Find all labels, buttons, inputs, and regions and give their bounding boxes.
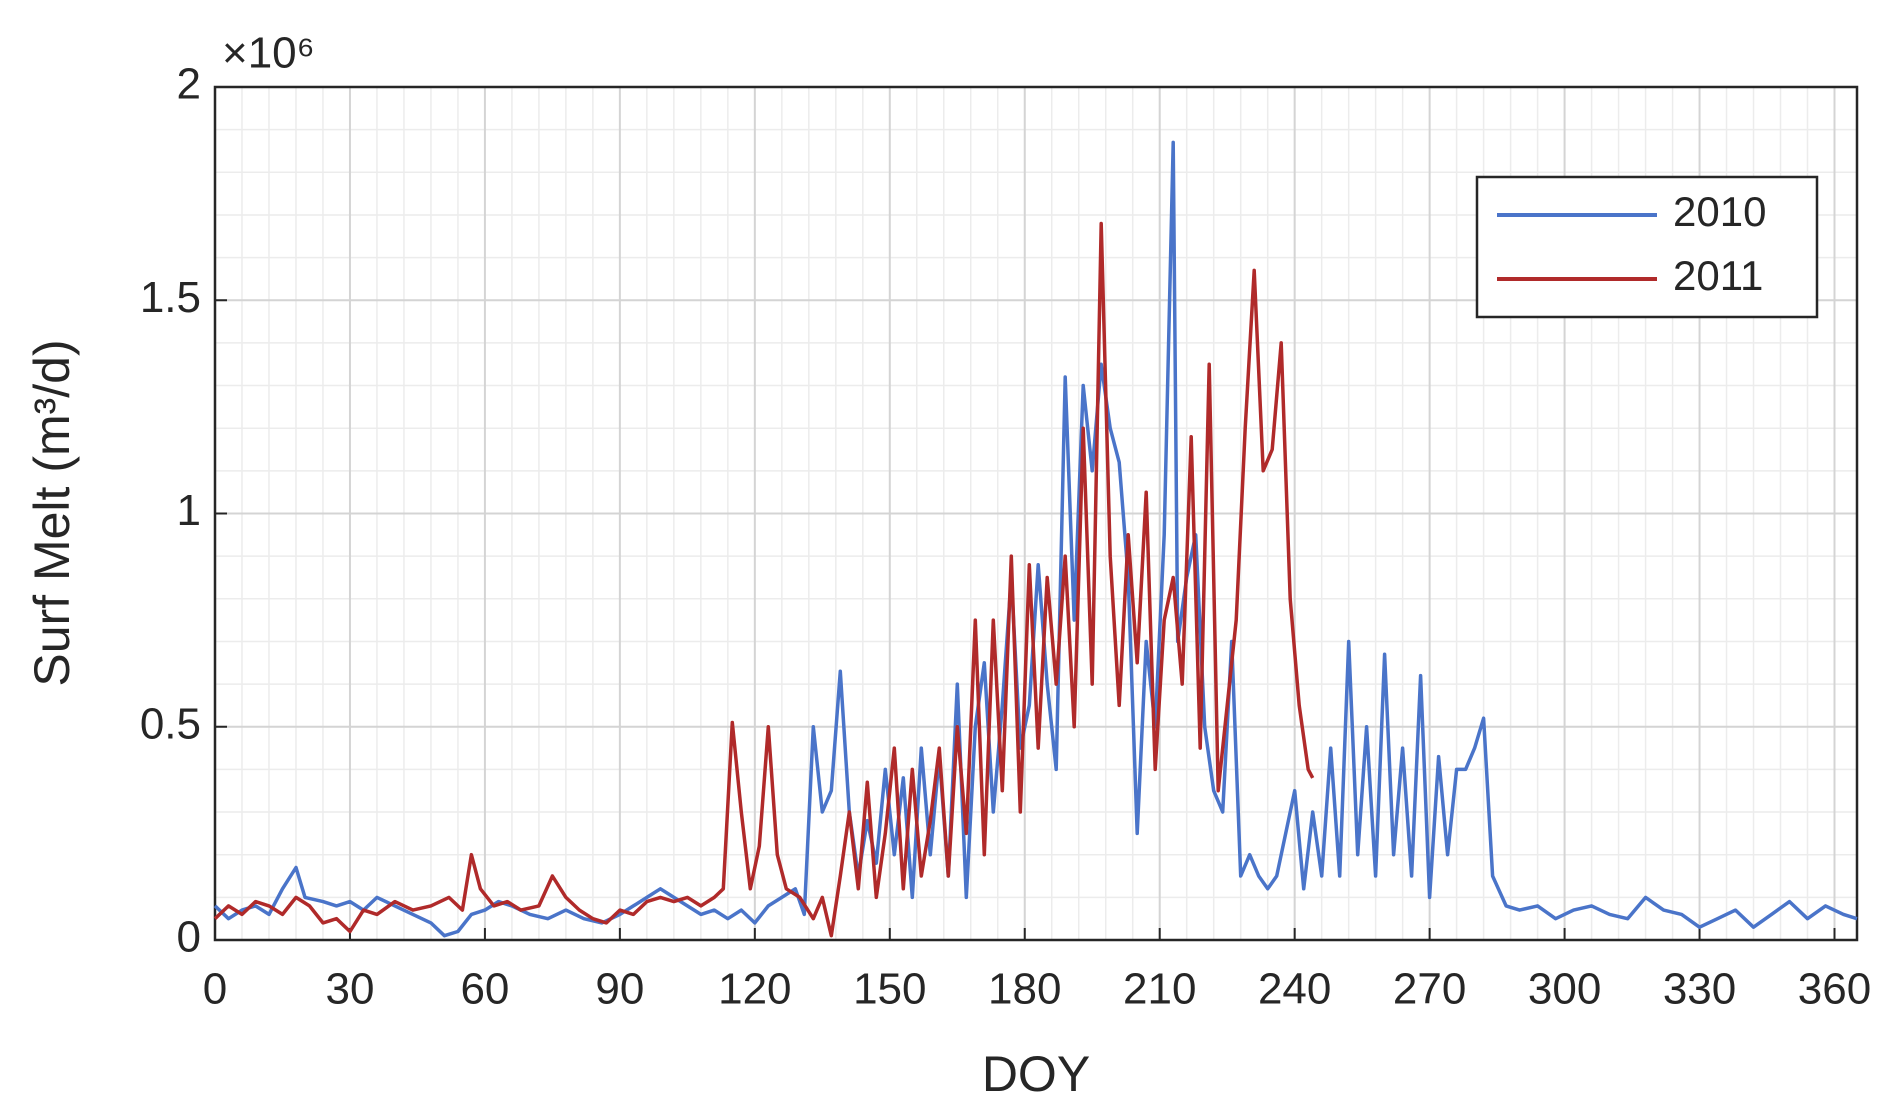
series-line bbox=[213, 221, 1315, 938]
y-tick-label: 1 bbox=[177, 486, 201, 535]
y-tick-label: 1.5 bbox=[140, 273, 201, 322]
plot-frame bbox=[213, 85, 1859, 942]
x-axis-label: DOY bbox=[982, 1046, 1090, 1102]
x-tick-label: 360 bbox=[1798, 965, 1871, 1014]
x-tick-label: 120 bbox=[718, 965, 791, 1014]
x-tick-label: 90 bbox=[595, 965, 644, 1014]
legend-box bbox=[1475, 175, 1819, 319]
x-tick-label: 300 bbox=[1528, 965, 1601, 1014]
legend-label: 2010 bbox=[1673, 188, 1766, 235]
y-multiplier: ×10⁶ bbox=[222, 29, 315, 78]
y-axis-label: Surf Melt (m³/d) bbox=[24, 339, 80, 686]
x-tick-label: 330 bbox=[1663, 965, 1736, 1014]
x-tick-label: 150 bbox=[853, 965, 926, 1014]
y-tick-label: 2 bbox=[177, 60, 201, 109]
x-tick-label: 240 bbox=[1258, 965, 1331, 1014]
y-tick-label: 0.5 bbox=[140, 699, 201, 748]
legend-label: 2011 bbox=[1673, 252, 1763, 299]
x-tick-label: 210 bbox=[1123, 965, 1196, 1014]
x-tick-label: 60 bbox=[460, 965, 509, 1014]
x-tick-label: 0 bbox=[203, 965, 227, 1014]
x-tick-label: 180 bbox=[988, 965, 1061, 1014]
series-line bbox=[213, 140, 1858, 938]
y-tick-label: 0 bbox=[177, 913, 201, 962]
x-tick-label: 30 bbox=[325, 965, 374, 1014]
x-tick-label: 270 bbox=[1393, 965, 1466, 1014]
